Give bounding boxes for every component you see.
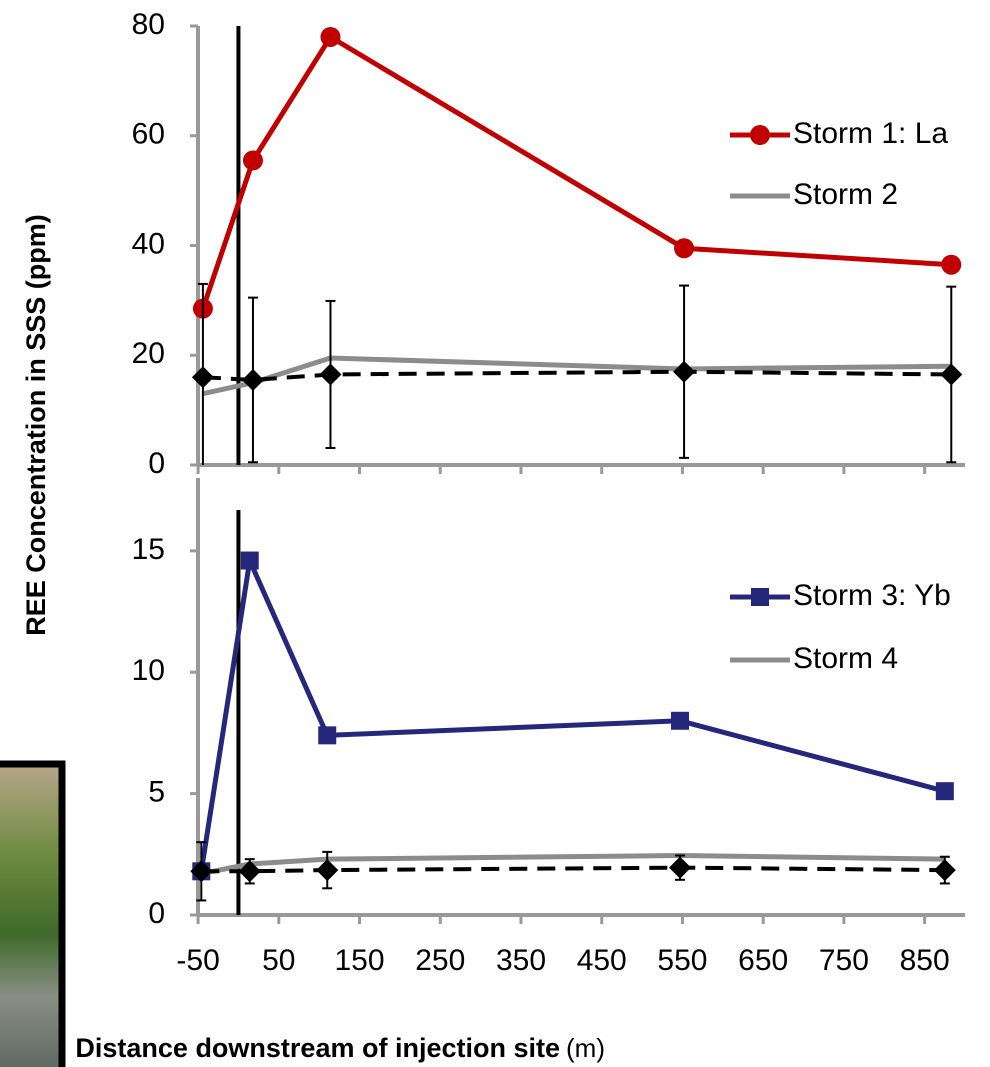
y-tick-label: 20 — [132, 337, 165, 370]
point — [242, 150, 263, 171]
photo — [0, 760, 66, 1067]
point — [935, 782, 954, 801]
x-tick-label: 50 — [262, 944, 295, 977]
point — [190, 860, 213, 883]
point — [669, 856, 692, 879]
point — [320, 26, 341, 47]
x-tick-label: 650 — [738, 944, 788, 977]
point — [674, 238, 695, 259]
y-tick-label: 40 — [132, 227, 165, 260]
x-tick-label: 750 — [819, 944, 869, 977]
y-tick-label: 15 — [132, 533, 165, 566]
series-line — [201, 865, 945, 874]
y-tick-label: 0 — [148, 897, 165, 930]
point — [316, 859, 339, 882]
y-tick-label: 5 — [148, 776, 165, 809]
legend-marker — [750, 125, 770, 145]
point — [319, 363, 342, 386]
point — [318, 726, 337, 745]
series-line — [202, 369, 952, 382]
point — [671, 711, 690, 730]
legend-label: Storm 1: La — [793, 117, 948, 150]
point — [673, 360, 696, 383]
legend-label: Storm 3: Yb — [793, 579, 951, 612]
y-tick-label: 60 — [132, 118, 165, 151]
point — [191, 366, 214, 389]
legend-marker — [751, 588, 769, 606]
y-axis-label: REE Concentration in SSS (ppm) — [21, 214, 51, 636]
x-tick-label: 450 — [577, 944, 627, 977]
x-tick-label: 250 — [415, 944, 465, 977]
point — [940, 363, 963, 386]
x-tick-label: 350 — [496, 944, 546, 977]
x-tick-label: -50 — [176, 944, 219, 977]
point — [941, 254, 962, 275]
legend-label: Storm 2 — [793, 178, 898, 211]
point — [240, 551, 259, 570]
y-tick-label: 10 — [132, 654, 165, 687]
series-line — [200, 33, 952, 310]
point — [241, 368, 264, 391]
x-tick-label: 850 — [900, 944, 950, 977]
point — [933, 859, 956, 882]
point — [238, 860, 261, 883]
legend-label: Storm 4 — [793, 642, 898, 675]
x-axis-unit: (m) — [566, 1033, 605, 1063]
x-axis-label: Distance downstream of injection site — [75, 1033, 560, 1063]
x-tick-label: 550 — [657, 944, 707, 977]
y-tick-label: 80 — [132, 8, 165, 41]
y-tick-label: 0 — [148, 447, 165, 480]
x-tick-label: 150 — [335, 944, 385, 977]
